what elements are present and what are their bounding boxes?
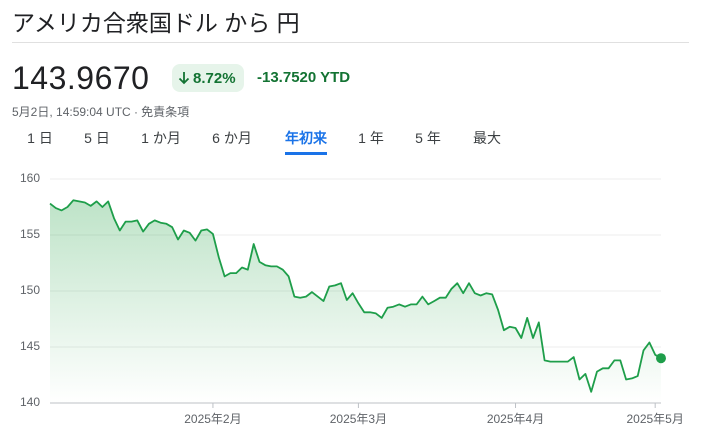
range-tab[interactable]: 5 年 [415,130,441,146]
range-tab[interactable]: 最大 [473,130,501,146]
x-tick-label: 2025年4月 [487,412,544,426]
range-tabs: 1 日 5 日 1 か月 6 か月 年初来 1 年 5 年 最大 [0,128,701,155]
down-arrow-icon [178,72,190,85]
x-tick-label: 2025年5月 [626,412,683,426]
range-tab[interactable]: 年初来 [285,128,327,155]
range-tab[interactable]: 1 日 [27,130,53,146]
x-tick-label: 2025年3月 [330,412,387,426]
disclaimer-link[interactable]: 免責条項 [141,105,190,119]
price: 143.9670 [12,60,150,96]
y-tick-label: 155 [20,227,40,241]
x-tick-label: 2025年2月 [184,412,241,426]
last-point [656,353,666,364]
timestamp: 5月2日, 14:59:04 UTC · [12,105,139,119]
y-tick-label: 145 [20,339,40,353]
divider [12,42,689,43]
title: アメリカ合衆国ドル から 円 [12,10,300,36]
range-tab[interactable]: 5 日 [84,130,110,146]
change-badge: 8.72% [172,64,244,92]
line [49,199,662,393]
y-tick-label: 150 [20,283,40,297]
y-tick-label: 140 [20,395,40,409]
range-tab[interactable]: 6 か月 [212,130,252,146]
change-percent: 8.72% [193,69,236,87]
change-ytd: -13.7520 YTD [257,69,351,86]
range-tab[interactable]: 1 か月 [141,130,181,146]
y-tick-label: 160 [20,171,40,185]
area [50,200,661,403]
timestamp-row: 5月2日, 14:59:04 UTC · 免責条項 [12,103,192,120]
range-tab[interactable]: 1 年 [358,130,384,146]
